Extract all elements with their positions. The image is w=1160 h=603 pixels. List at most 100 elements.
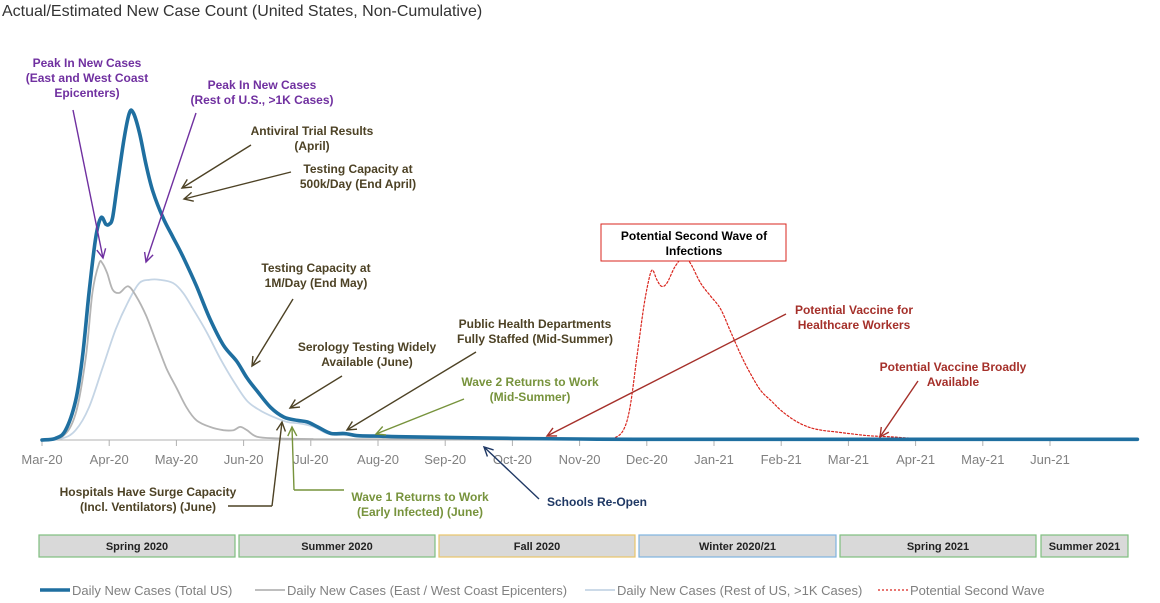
season-label: Spring 2021 [907, 541, 969, 553]
season-cell-bg [238, 534, 436, 558]
annotation-text: 1M/Day (End May) [265, 276, 368, 290]
season-cell-bg [638, 534, 837, 558]
annotation-arrow [289, 375, 343, 409]
annotation-text: Peak In New Cases [33, 56, 142, 70]
annotation-antiviral-trial: Antiviral Trial Results(April) [180, 124, 374, 189]
annotations-layer: Peak In New Cases(East and West CoastEpi… [26, 56, 1027, 519]
season-label: Winter 2020/21 [699, 541, 776, 553]
chart-title: Actual/Estimated New Case Count (United … [2, 3, 482, 20]
x-tick-label: Oct-20 [493, 452, 532, 467]
annotation-wave-1: Wave 1 Returns to Work(Early Infected) (… [287, 425, 489, 519]
annotation-text: Testing Capacity at [261, 261, 370, 275]
annotation-arrowhead [288, 399, 301, 409]
annotation-text: Potential Vaccine Broadly [880, 360, 1027, 374]
annotation-text: (Rest of U.S., >1K Cases) [190, 93, 333, 107]
annotation-arrowhead [482, 445, 494, 457]
x-tick-label: Jul-20 [293, 452, 328, 467]
annotation-text: (April) [294, 139, 329, 153]
annotation-text: Potential Vaccine for [795, 303, 913, 317]
annotation-arrow [183, 171, 292, 200]
annotation-arrow [375, 398, 465, 435]
x-tick-label: Apr-20 [90, 452, 129, 467]
annotation-peak-epicenters: Peak In New Cases(East and West CoastEpi… [26, 56, 148, 260]
annotation-text: Available [927, 375, 980, 389]
annotation-text: 500k/Day (End April) [300, 177, 416, 191]
annotation-peak-rest-of-us: Peak In New Cases(Rest of U.S., >1K Case… [143, 78, 334, 264]
season-bar: Spring 2020 Summer 2020 Fall 2020 Winter 20… [38, 534, 1129, 558]
annotation-text: Hospitals Have Surge Capacity [60, 485, 237, 499]
annotation-arrowhead [251, 355, 261, 368]
series-layer [40, 108, 1140, 442]
annotation-arrowhead [287, 425, 298, 437]
legend-label: Daily New Cases (East / West Coast Epice… [287, 583, 567, 598]
legend-item: Potential Second Wave [878, 583, 1045, 598]
season-label: Summer 2021 [1049, 541, 1121, 553]
annotation-wave-2: Wave 2 Returns to Work(Mid-Summer) [374, 375, 599, 436]
annotation-text: Infections [666, 244, 723, 258]
annotation-arrowhead [545, 427, 558, 437]
season-cell-bg [839, 534, 1037, 558]
x-tick-label: May-21 [961, 452, 1004, 467]
season-label: Fall 2020 [514, 541, 560, 553]
season-cell: Summer 2021 [1040, 534, 1129, 558]
annotation-text: Fully Staffed (Mid-Summer) [457, 332, 613, 346]
annotation-box [600, 223, 787, 262]
x-tick-label: Apr-21 [896, 452, 935, 467]
annotation-arrowhead [374, 426, 387, 436]
series-second-wave-line [599, 256, 1138, 441]
annotation-text: Epicenters) [54, 86, 119, 100]
season-label: Spring 2020 [106, 541, 168, 553]
x-tick-label: May-20 [155, 452, 198, 467]
annotation-text: Public Health Departments [459, 317, 612, 331]
annotation-text: Wave 1 Returns to Work [351, 490, 489, 504]
legend-item: Daily New Cases (Rest of US, >1K Cases) [585, 583, 862, 598]
season-cell: Fall 2020 [438, 534, 636, 558]
season-label: Summer 2020 [301, 541, 373, 553]
legend-label: Daily New Cases (Total US) [72, 583, 232, 598]
x-tick-label: Mar-20 [21, 452, 62, 467]
x-tick-label: Jun-21 [1030, 452, 1070, 467]
annotation-hospital-surge: Hospitals Have Surge Capacity(Incl. Vent… [60, 420, 287, 514]
annotation-text: Serology Testing Widely [298, 340, 437, 354]
annotation-arrowhead [275, 420, 287, 432]
series-epicenters-line [41, 259, 1139, 441]
annotation-arrow [72, 109, 104, 259]
legend: Daily New Cases (Total US) Daily New Case… [40, 583, 1045, 598]
x-axis-ticks: Mar-20 Apr-20 May-20 Jun-20 Jul-20 Aug-20 Sep-… [21, 440, 1070, 467]
annotation-text: Testing Capacity at [303, 162, 412, 176]
season-cell: Winter 2020/21 [638, 534, 837, 558]
annotation-text: (Mid-Summer) [490, 390, 571, 404]
legend-item: Daily New Cases (East / West Coast Epice… [255, 583, 567, 598]
series-total-us-line [40, 108, 1140, 442]
annotation-text: Antiviral Trial Results [251, 124, 374, 138]
x-tick-label: Feb-21 [761, 452, 802, 467]
legend-item: Daily New Cases (Total US) [40, 583, 232, 598]
annotation-arrow [181, 144, 252, 189]
annotation-text: (Incl. Ventilators) (June) [80, 500, 216, 514]
annotation-arrowhead [96, 248, 107, 260]
annotation-arrowhead [879, 426, 890, 439]
legend-label: Daily New Cases (Rest of US, >1K Cases) [617, 583, 862, 598]
annotation-arrowhead [143, 251, 154, 264]
annotation-arrowhead [180, 179, 193, 189]
annotation-arrow [346, 351, 477, 431]
annotation-arrow [145, 112, 197, 263]
annotation-text: Available (June) [321, 355, 413, 369]
annotation-arrow [251, 298, 294, 367]
season-cell-bg [438, 534, 636, 558]
annotation-arrow [879, 380, 919, 438]
annotation-arrowhead [182, 191, 194, 202]
x-tick-label: Mar-21 [828, 452, 869, 467]
annotation-text: Peak In New Cases [208, 78, 317, 92]
annotation-arrow [546, 313, 787, 437]
annotation-arrowhead [345, 421, 358, 431]
annotation-text: Schools Re-Open [547, 495, 647, 509]
x-tick-label: Jun-20 [224, 452, 264, 467]
annotation-arrow [291, 426, 295, 491]
